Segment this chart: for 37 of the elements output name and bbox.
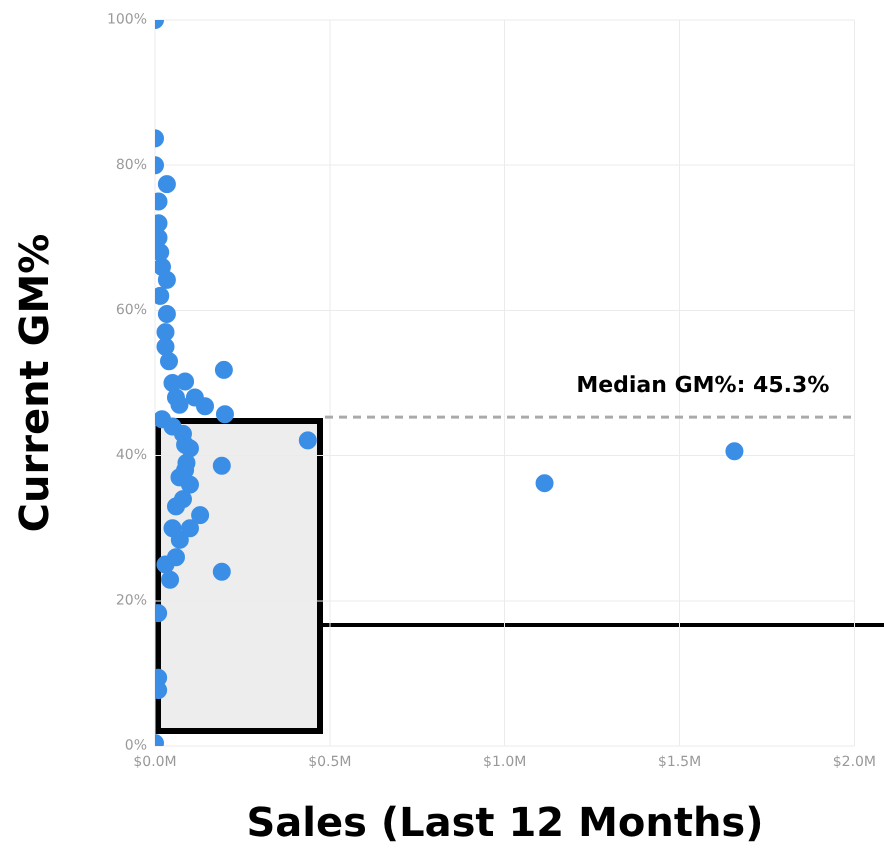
y-tick-label: 0%	[124, 738, 147, 754]
point	[725, 442, 744, 460]
x-tick-label: $0.5M	[308, 754, 352, 770]
x-axis-title: Sales (Last 12 Months)	[245, 800, 765, 846]
point	[170, 530, 189, 549]
x-tick-label: $1.0M	[483, 754, 526, 770]
point	[170, 396, 188, 414]
point	[214, 360, 233, 379]
y-tick-label: 60%	[116, 302, 147, 318]
point	[216, 405, 234, 424]
point	[536, 474, 554, 492]
point	[298, 431, 317, 450]
point	[158, 270, 176, 289]
point	[160, 352, 178, 370]
point	[176, 372, 194, 391]
point	[212, 456, 231, 475]
point	[156, 323, 174, 342]
point	[191, 506, 210, 524]
point	[212, 562, 231, 581]
point	[180, 519, 199, 538]
x-tick-label: $1.5M	[658, 754, 702, 770]
point	[156, 338, 174, 356]
point	[180, 476, 199, 494]
y-tick-label: 40%	[116, 447, 147, 464]
x-tick-label: $2.0M	[832, 754, 876, 770]
y-tick-label: 80%	[116, 156, 147, 173]
point	[158, 175, 176, 194]
y-tick-label: 100%	[106, 12, 147, 28]
ref-line-label: Median GM%: 45.3%	[576, 372, 830, 398]
point	[161, 570, 180, 589]
x-tick-label: $0.0M	[133, 754, 177, 770]
point	[156, 556, 174, 574]
y-axis-title: Current GM%	[12, 232, 58, 534]
point	[196, 397, 214, 416]
point	[166, 497, 185, 516]
y-tick-label: 20%	[116, 592, 147, 608]
point	[158, 305, 176, 324]
